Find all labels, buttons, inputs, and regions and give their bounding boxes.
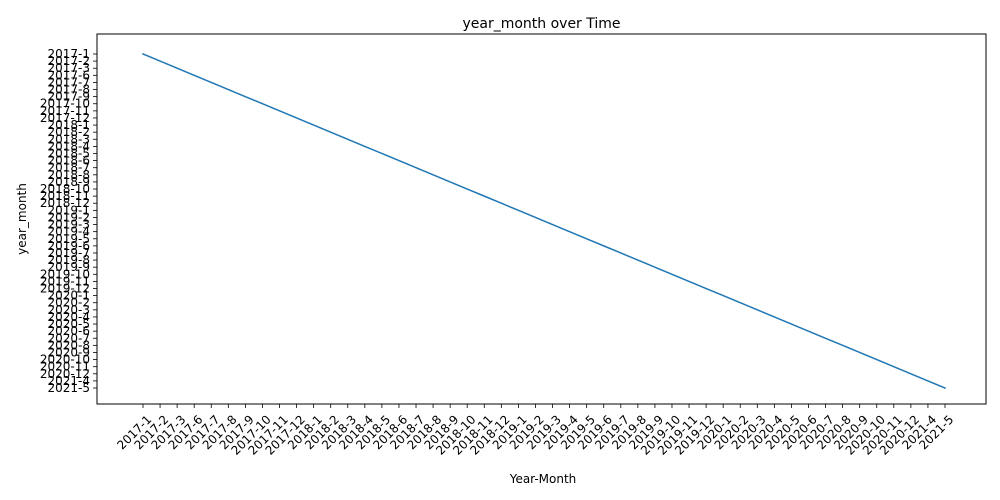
y-tick-label: 2021-4 — [47, 374, 90, 388]
y-tick-label: 2020-6 — [47, 324, 90, 338]
plot-frame — [96, 33, 987, 405]
y-tick-label: 2021-5 — [47, 381, 90, 395]
y-tick-label: 2020-9 — [47, 345, 90, 359]
y-tick-label: 2019-1 — [47, 203, 90, 217]
x-axis-title: Year-Month — [509, 472, 577, 486]
y-tick-label: 2017-6 — [47, 68, 90, 82]
y-axis-title: year_month — [15, 183, 29, 255]
y-tick-label: 2017-9 — [47, 90, 90, 104]
y-tick-label: 2020-2 — [47, 296, 90, 310]
y-tick-label: 2019-12 — [40, 282, 90, 296]
y-tick-label: 2017-3 — [47, 61, 90, 75]
y-tick-label: 2019-11 — [40, 274, 90, 288]
y-tick-label: 2020-5 — [47, 317, 90, 331]
y-tick-label: 2018-1 — [47, 118, 90, 132]
y-tick-label: 2018-11 — [40, 189, 90, 203]
series-layer — [142, 53, 946, 389]
y-tick-label: 2019-10 — [40, 267, 90, 281]
y-tick-label: 2018-7 — [47, 161, 90, 175]
y-tick-label: 2018-3 — [47, 132, 90, 146]
y-tick-label: 2020-8 — [47, 338, 90, 352]
y-tick-label: 2018-12 — [40, 196, 90, 210]
chart-title: year_month over Time — [462, 16, 620, 32]
y-tick-label: 2019-8 — [47, 253, 90, 267]
y-tick-label: 2019-5 — [47, 232, 90, 246]
series-line — [142, 53, 946, 389]
y-tick-label: 2019-9 — [47, 260, 90, 274]
y-tick-label: 2020-11 — [40, 360, 90, 374]
y-tick-label: 2019-3 — [47, 218, 90, 232]
y-tick-label: 2020-10 — [40, 353, 90, 367]
y-tick-label: 2018-4 — [47, 139, 90, 153]
y-tick-label: 2017-12 — [40, 111, 90, 125]
y-tick-label: 2019-7 — [47, 246, 90, 260]
y-tick-label: 2017-10 — [40, 97, 90, 111]
y-tick-label: 2017-7 — [47, 75, 90, 89]
y-tick-label: 2020-7 — [47, 331, 90, 345]
y-tick-label: 2018-6 — [47, 154, 90, 168]
y-tick-label: 2018-5 — [47, 146, 90, 160]
y-tick-label: 2017-2 — [47, 54, 90, 68]
y-tick-label: 2020-3 — [47, 303, 90, 317]
y-tick-label: 2017-11 — [40, 104, 90, 118]
y-tick-label: 2018-9 — [47, 175, 90, 189]
y-tick-label: 2017-8 — [47, 83, 90, 97]
y-tick-label: 2020-1 — [47, 289, 90, 303]
y-tick-label: 2019-2 — [47, 210, 90, 224]
y-tick-label: 2020-12 — [40, 367, 90, 381]
y-tick-label: 2018-10 — [40, 182, 90, 196]
y-tick-label: 2017-1 — [47, 47, 90, 61]
y-tick-label: 2019-4 — [47, 225, 90, 239]
y-tick-label: 2019-6 — [47, 239, 90, 253]
y-axis-ticks: 2017-12017-22017-32017-62017-72017-82017… — [40, 47, 97, 395]
y-tick-label: 2020-4 — [47, 310, 90, 324]
y-tick-label: 2018-8 — [47, 168, 90, 182]
y-tick-label: 2018-2 — [47, 125, 90, 139]
